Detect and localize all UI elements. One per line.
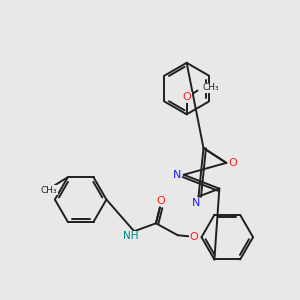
Text: CH₃: CH₃ (202, 83, 219, 92)
Text: O: O (182, 92, 191, 103)
Text: N: N (191, 199, 200, 208)
Text: N: N (172, 170, 181, 180)
Text: NH: NH (123, 231, 139, 241)
Text: CH₃: CH₃ (40, 186, 57, 195)
Text: O: O (157, 196, 165, 206)
Text: O: O (189, 232, 198, 242)
Text: O: O (229, 158, 238, 168)
